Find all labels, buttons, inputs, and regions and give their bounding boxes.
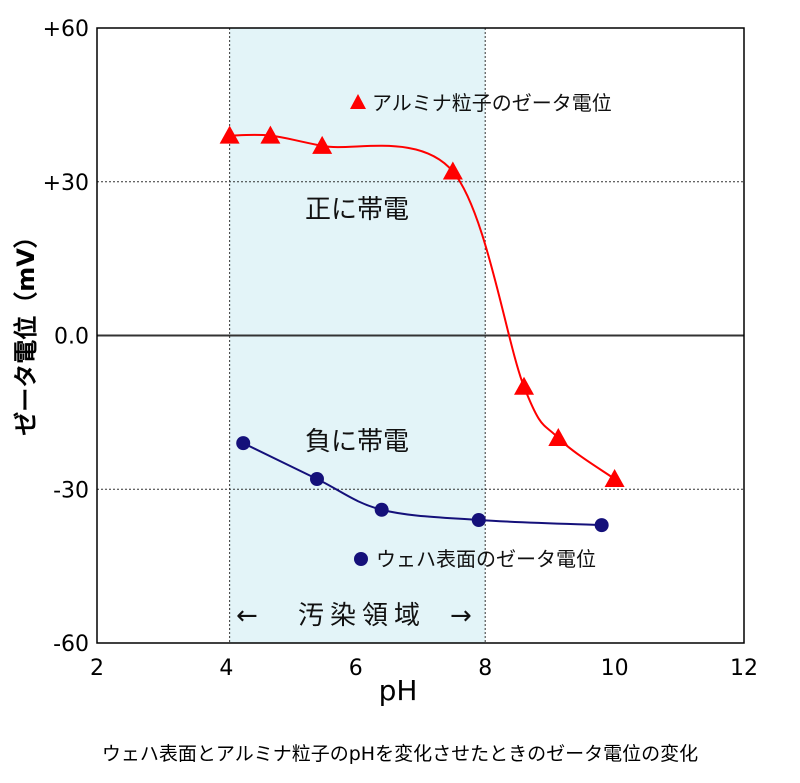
y-tick-label: -60 [53,632,89,657]
circle-point [309,472,324,486]
x-tick-label: 4 [219,656,233,681]
legend-alumina: アルミナ粒子のゼータ電位 [372,91,612,115]
x-tick-label: 8 [478,656,492,681]
circle-point [594,518,609,533]
x-axis-label: pH [379,674,418,707]
annotation-positive: 正に帯電 [305,195,409,225]
circle-point [236,436,251,451]
legend-circle-marker [354,552,368,566]
legend-wafer: ウェハ表面のゼータ電位 [376,547,596,571]
arrow-right-icon: → [450,601,472,631]
y-tick-label: +60 [43,17,89,42]
circle-point [374,502,389,517]
triangle-point [442,161,463,180]
y-axis-label: ゼータ電位（mV） [12,224,40,436]
triangle-point [514,376,535,395]
region-label: 汚染領域 [298,601,426,631]
plot-frame [96,27,745,644]
triangle-point [260,125,281,144]
y-tick-label: 0.0 [54,325,89,350]
triangle-point [219,125,240,144]
legend-triangle-marker [350,94,366,109]
triangle-point [548,428,569,446]
x-tick-label: 10 [601,656,629,681]
annotation-negative: 負に帯電 [305,427,409,457]
x-tick-label: 12 [730,656,758,681]
x-tick-label: 6 [349,656,363,681]
y-tick-label: -30 [53,478,89,503]
x-tick-label: 2 [90,656,104,681]
triangle-point [604,469,625,487]
arrow-left-icon: ← [236,601,258,631]
caption: ウェハ表面とアルミナ粒子のpHを変化させたときのゼータ電位の変化 [102,743,698,765]
y-tick-label: +30 [43,171,89,196]
triangle-point [312,135,333,154]
circle-point [471,513,486,527]
